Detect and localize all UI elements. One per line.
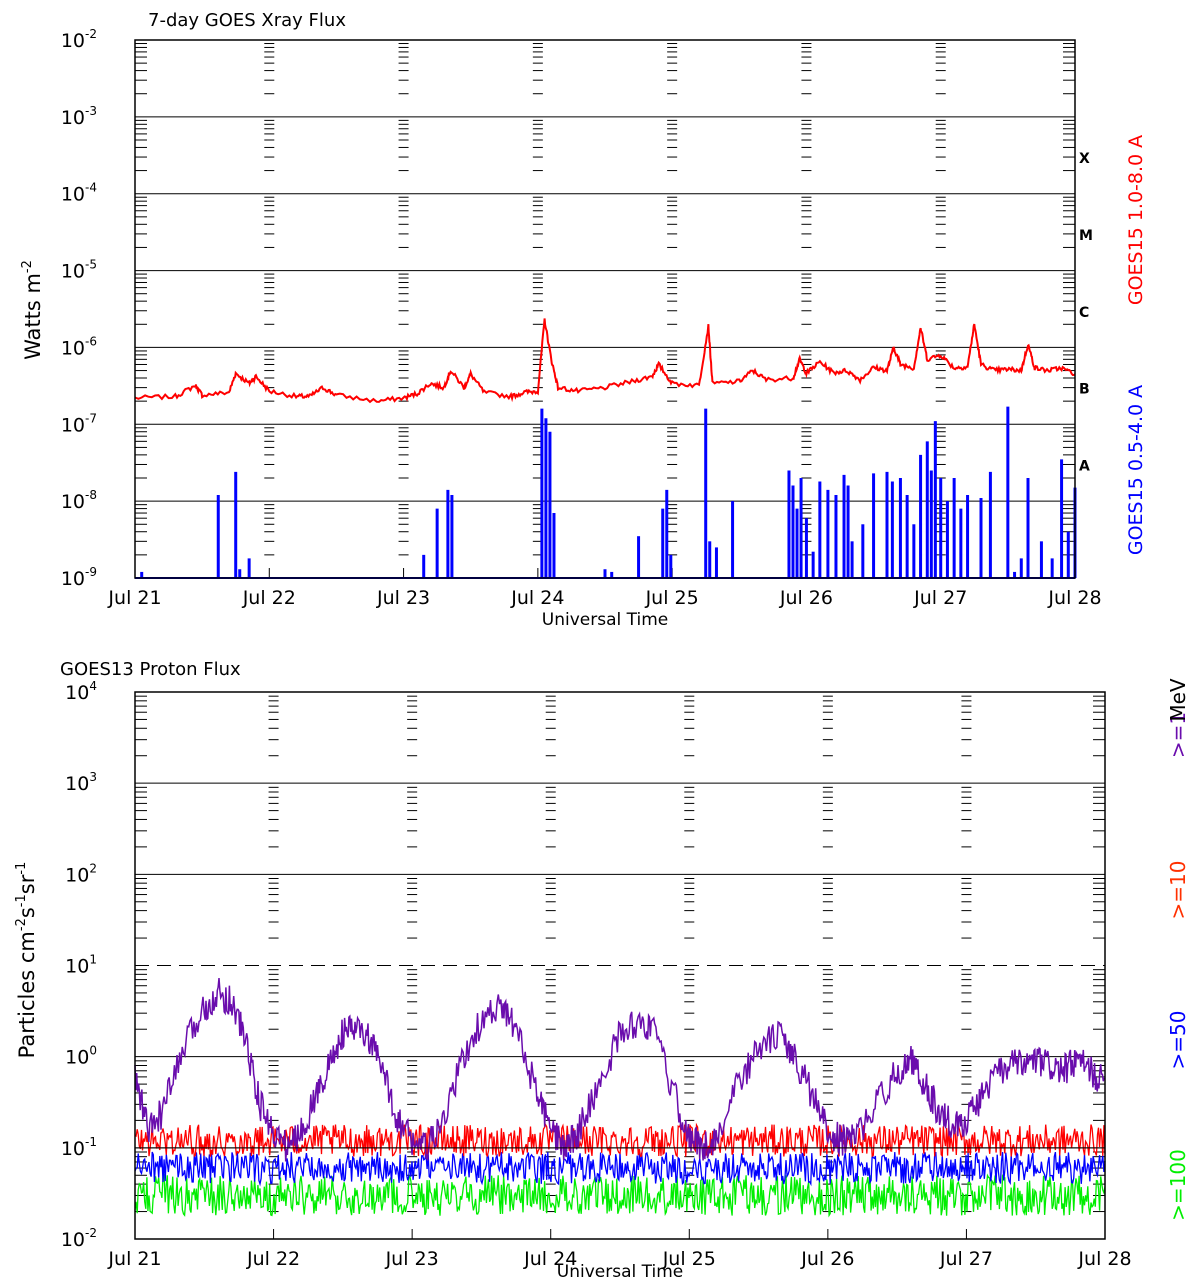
xray-series-group	[134, 318, 1077, 579]
proton-legend-label: >=10	[1166, 861, 1190, 920]
y-tick-exp: 2	[89, 861, 97, 875]
y-tick-label: 103	[65, 770, 97, 795]
x-tick-label: Jul 25	[662, 1248, 716, 1270]
legend-xray-long: GOES15 1.0-8.0 A	[1125, 135, 1147, 305]
proton-legend-label: >=50	[1166, 1011, 1190, 1070]
y-tick-label: 101	[65, 953, 97, 978]
y-tick-exp: -4	[85, 181, 97, 195]
y-tick-base: 10	[61, 184, 85, 206]
y-tick-base: 10	[61, 337, 85, 359]
proton-y-axis-label: Particles cm-2s-1sr-1	[14, 862, 39, 1059]
xray-y-tick-labels: 10-210-310-410-510-610-710-810-9	[61, 27, 97, 590]
x-tick-label: Jul 28	[1077, 1248, 1131, 1270]
xray-x-axis-label: Universal Time	[542, 610, 668, 630]
flare-class-label: C	[1079, 305, 1089, 321]
y-tick-exp: -3	[85, 104, 97, 118]
y-tick-label: 10-1	[61, 1135, 97, 1160]
proton-series-group	[134, 978, 1106, 1218]
proton-chart-title: GOES13 Proton Flux	[60, 659, 241, 680]
y-tick-exp: 4	[89, 679, 97, 693]
x-tick-label: Jul 21	[107, 587, 161, 609]
y-tick-base: 10	[61, 1138, 85, 1160]
y-tick-label: 10-8	[61, 488, 97, 513]
y-tick-base: 10	[65, 864, 89, 886]
y-tick-label: 100	[65, 1044, 97, 1069]
y-tick-label: 102	[65, 861, 97, 886]
flare-class-label: A	[1079, 458, 1090, 474]
proton-series-ge100-line	[134, 1173, 1106, 1218]
proton-x-axis-label: Universal Time	[557, 1262, 683, 1281]
y-tick-exp: 1	[89, 953, 97, 967]
x-tick-label: Jul 27	[939, 1248, 993, 1270]
y-tick-exp: -1	[85, 1135, 97, 1149]
x-tick-label: Jul 21	[107, 1248, 161, 1270]
y-tick-label: 10-3	[61, 104, 97, 129]
legend-xray-short: GOES15 0.5-4.0 A	[1125, 385, 1147, 555]
x-tick-label: Jul 23	[376, 587, 430, 609]
xray-long-series-line	[134, 318, 1076, 404]
y-tick-base: 10	[61, 414, 85, 436]
proton-plot-frame	[134, 691, 1106, 1240]
xray-chart-title: 7-day GOES Xray Flux	[148, 10, 346, 31]
proton-series-ge1-line	[134, 978, 1105, 1162]
xray-flux-panel: 7-day GOES Xray Flux 10-210-310-410-510-…	[20, 10, 1147, 630]
x-tick-label: Jul 22	[242, 587, 296, 609]
xray-x-tick-labels: Jul 21 Jul 22 Jul 23 Jul 24 Jul 25 Jul 26 Jul …	[107, 587, 1101, 609]
y-tick-exp: -7	[85, 411, 97, 425]
y-tick-label: 10-9	[61, 565, 97, 590]
y-tick-label: 10-2	[61, 1226, 97, 1251]
y-tick-exp: 0	[89, 1044, 97, 1058]
y-tick-exp: -5	[85, 258, 97, 272]
y-tick-base: 10	[65, 956, 89, 978]
y-tick-base: 10	[65, 682, 89, 704]
x-tick-label: Jul 22	[246, 1248, 300, 1270]
proton-gridlines	[134, 695, 1106, 1239]
x-tick-label: Jul 27	[913, 587, 967, 609]
y-tick-label: 10-5	[61, 258, 97, 283]
xray-y-axis-label: Watts m-2	[20, 260, 45, 360]
x-tick-label: Jul 25	[645, 587, 699, 609]
y-tick-exp: -6	[85, 334, 97, 348]
x-tick-label: Jul 24	[523, 1248, 577, 1270]
y-tick-base: 10	[61, 30, 85, 52]
y-tick-label: 10-7	[61, 411, 97, 436]
flare-class-labels: X M C B A	[1079, 151, 1093, 474]
proton-legend-label: MeV	[1166, 678, 1190, 722]
x-tick-label: Jul 24	[510, 587, 564, 609]
proton-legend-label: >=1	[1166, 712, 1190, 758]
proton-x-tick-labels: Jul 21 Jul 22 Jul 23 Jul 24 Jul 25 Jul 26 Jul …	[107, 1248, 1131, 1270]
xray-gridlines	[134, 43, 1076, 578]
y-tick-label: 104	[65, 679, 97, 704]
x-tick-label: Jul 26	[800, 1248, 854, 1270]
y-tick-label: 10-6	[61, 334, 97, 359]
y-tick-exp: -2	[85, 1226, 97, 1240]
y-tick-base: 10	[61, 491, 85, 513]
y-tick-base: 10	[65, 773, 89, 795]
y-tick-base: 10	[61, 1229, 85, 1251]
y-tick-exp: 3	[89, 770, 97, 784]
flare-class-label: X	[1079, 151, 1090, 167]
y-tick-label: 10-2	[61, 27, 97, 52]
x-tick-label: Jul 28	[1047, 587, 1101, 609]
xray-plot-frame	[134, 39, 1076, 579]
x-tick-label: Jul 26	[779, 587, 833, 609]
y-tick-label: 10-4	[61, 181, 97, 206]
y-tick-base: 10	[65, 1047, 89, 1069]
y-tick-base: 10	[61, 107, 85, 129]
proton-flux-panel: GOES13 Proton Flux 10410310210110010-110…	[14, 659, 1190, 1281]
flare-class-label: B	[1079, 382, 1090, 398]
flare-class-label: M	[1079, 228, 1093, 244]
y-tick-exp: -9	[85, 565, 97, 579]
y-tick-base: 10	[61, 261, 85, 283]
y-tick-exp: -8	[85, 488, 97, 502]
y-tick-exp: -2	[85, 27, 97, 41]
proton-legend-label: >=100	[1166, 1149, 1190, 1221]
y-tick-base: 10	[61, 568, 85, 590]
x-tick-label: Jul 23	[385, 1248, 439, 1270]
